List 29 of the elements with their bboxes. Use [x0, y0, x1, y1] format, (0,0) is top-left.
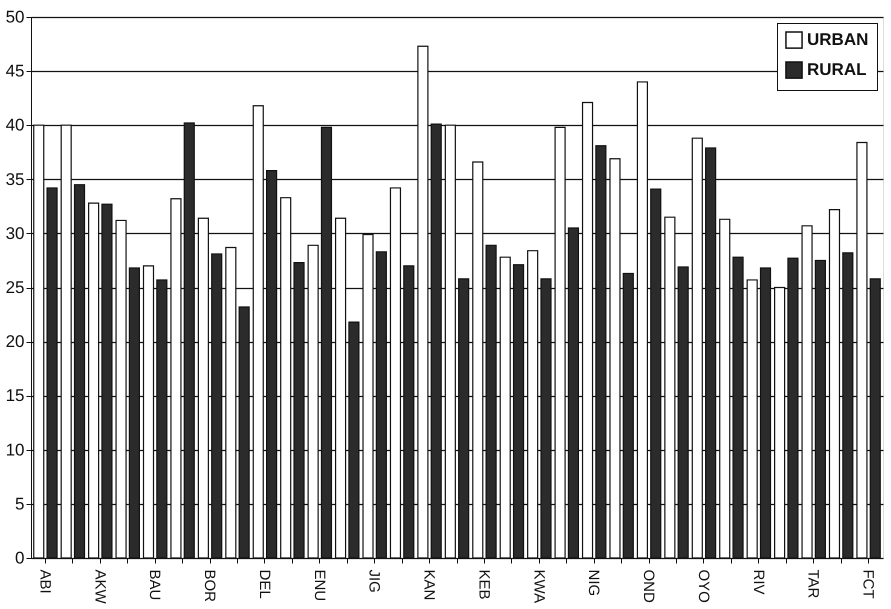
y-tick-label: 20 [6, 332, 24, 352]
x-tick-label: NIG [585, 570, 602, 596]
x-tick-label: ENU [310, 570, 328, 602]
y-tick-label: 5 [15, 494, 24, 514]
x-tick-label: DEL [256, 570, 273, 599]
x-tick-label: BAU [146, 570, 164, 600]
x-tick-label: TAR [804, 570, 822, 599]
x-tick-label: OND [640, 570, 658, 603]
y-tick-label: 30 [6, 224, 24, 243]
x-tick-label: KWA [530, 570, 548, 604]
y-tick-label: 0 [15, 548, 24, 568]
x-tick-label: JIG [366, 570, 383, 593]
legend-label: URBAN [807, 30, 868, 49]
x-tick-label: ABI [36, 570, 54, 594]
y-tick-label: 25 [6, 278, 24, 297]
x-tick-label: AKW [91, 570, 108, 605]
x-tick-label: BOR [201, 570, 218, 602]
x-tick-label: KAN [420, 570, 438, 600]
x-tick-label: OYO [694, 570, 712, 603]
y-tick-label: 40 [6, 116, 24, 135]
y-tick-label: 15 [6, 386, 24, 406]
y-tick-label: 35 [6, 170, 24, 189]
x-tick-label: RIV [750, 570, 767, 595]
legend-label: RURAL [807, 60, 866, 79]
x-tick-label: KEB [475, 570, 492, 600]
x-tick-label: FCT [860, 570, 877, 599]
y-tick-label: 45 [6, 62, 24, 81]
y-tick-label: 50 [6, 8, 24, 26]
y-tick-label: 10 [6, 440, 24, 460]
